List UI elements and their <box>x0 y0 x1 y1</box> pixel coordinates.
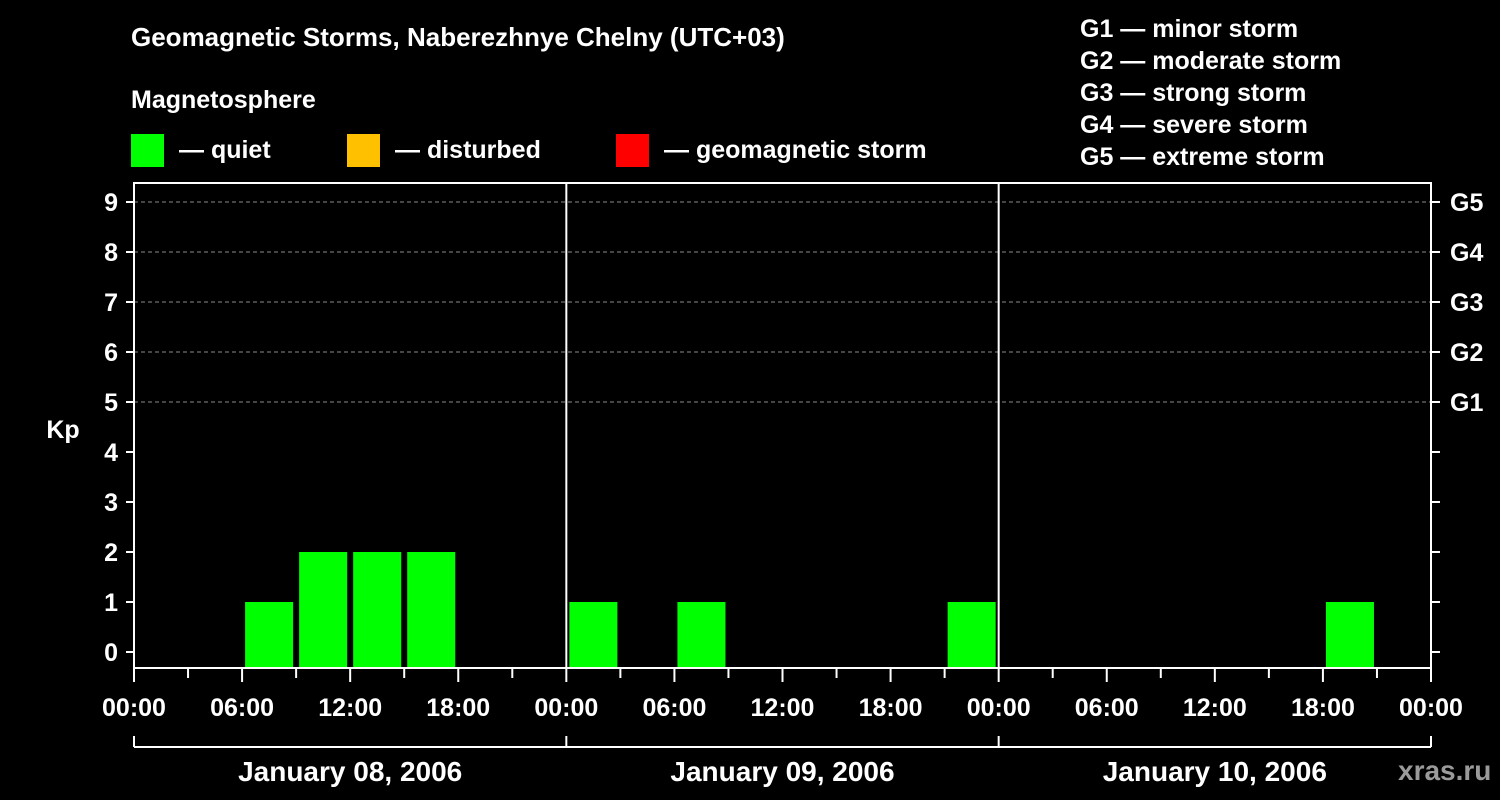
day-label-0: January 08, 2006 <box>238 756 462 787</box>
x-tick-label-1: 06:00 <box>210 694 274 722</box>
storm-scale-g5: G5 — extreme storm <box>1080 143 1325 171</box>
x-tick-label-4: 00:00 <box>534 694 598 722</box>
kp-bar-15 <box>947 602 996 668</box>
x-tick-label-7: 18:00 <box>859 694 923 722</box>
right-tick-label-G3: G3 <box>1450 289 1483 317</box>
y-tick-label-5: 5 <box>104 389 118 417</box>
right-tick-label-G1: G1 <box>1450 389 1483 417</box>
legend-label-storm: — geomagnetic storm <box>664 135 927 164</box>
x-tick-label-3: 18:00 <box>426 694 490 722</box>
kp-bar-5 <box>407 552 456 668</box>
storm-scale-g2: G2 — moderate storm <box>1080 47 1342 75</box>
day-label-1: January 09, 2006 <box>670 756 894 787</box>
y-tick-label-4: 4 <box>104 439 118 467</box>
right-tick-label-G5: G5 <box>1450 189 1483 217</box>
legend-item-quiet: — quiet <box>131 133 271 167</box>
legend-swatch-storm <box>616 133 649 167</box>
x-tick-label-0: 00:00 <box>102 694 166 722</box>
legend-swatch-disturbed <box>347 133 380 167</box>
legend-label-disturbed: — disturbed <box>395 135 541 164</box>
storm-scale-list: G1 — minor storm G2 — moderate storm G3 … <box>1080 13 1341 173</box>
chart-title: Geomagnetic Storms, Naberezhnye Chelny (… <box>131 22 785 52</box>
y-tick-label-2: 2 <box>104 539 118 567</box>
y-axis-label: Kp <box>46 416 79 444</box>
kp-bar-4 <box>353 552 402 668</box>
storm-scale-g3: G3 — strong storm <box>1080 79 1307 107</box>
kp-bar-2 <box>245 602 294 668</box>
x-tick-label-6: 12:00 <box>751 694 815 722</box>
y-tick-label-9: 9 <box>104 189 118 217</box>
y-tick-label-7: 7 <box>104 289 118 317</box>
x-tick-label-9: 06:00 <box>1075 694 1139 722</box>
x-tick-label-10: 12:00 <box>1183 694 1247 722</box>
right-tick-label-G4: G4 <box>1450 239 1483 267</box>
kp-bar-22 <box>1325 602 1374 668</box>
day-label-2: January 10, 2006 <box>1103 756 1327 787</box>
storm-scale-g4: G4 — severe storm <box>1080 111 1308 139</box>
legend-label-quiet: — quiet <box>179 135 271 164</box>
x-tick-label-12: 00:00 <box>1399 694 1463 722</box>
y-tick-label-0: 0 <box>104 639 118 667</box>
legend-item-disturbed: — disturbed <box>347 133 541 167</box>
kp-bar-10 <box>677 602 726 668</box>
kp-bar-3 <box>299 552 348 668</box>
x-tick-label-2: 12:00 <box>318 694 382 722</box>
kp-bar-8 <box>569 602 618 668</box>
magnetosphere-subtitle: Magnetosphere <box>131 86 316 114</box>
x-tick-label-11: 18:00 <box>1291 694 1355 722</box>
x-tick-label-8: 00:00 <box>967 694 1031 722</box>
right-tick-label-G2: G2 <box>1450 339 1483 367</box>
legend-item-storm: — geomagnetic storm <box>616 133 927 167</box>
x-tick-label-5: 06:00 <box>642 694 706 722</box>
y-tick-label-1: 1 <box>104 589 118 617</box>
watermark: xras.ru <box>1398 755 1492 786</box>
y-tick-label-8: 8 <box>104 239 118 267</box>
storm-scale-g1: G1 — minor storm <box>1080 15 1299 43</box>
y-tick-label-6: 6 <box>104 339 118 367</box>
y-tick-label-3: 3 <box>104 489 118 517</box>
legend-swatch-quiet <box>131 133 164 167</box>
